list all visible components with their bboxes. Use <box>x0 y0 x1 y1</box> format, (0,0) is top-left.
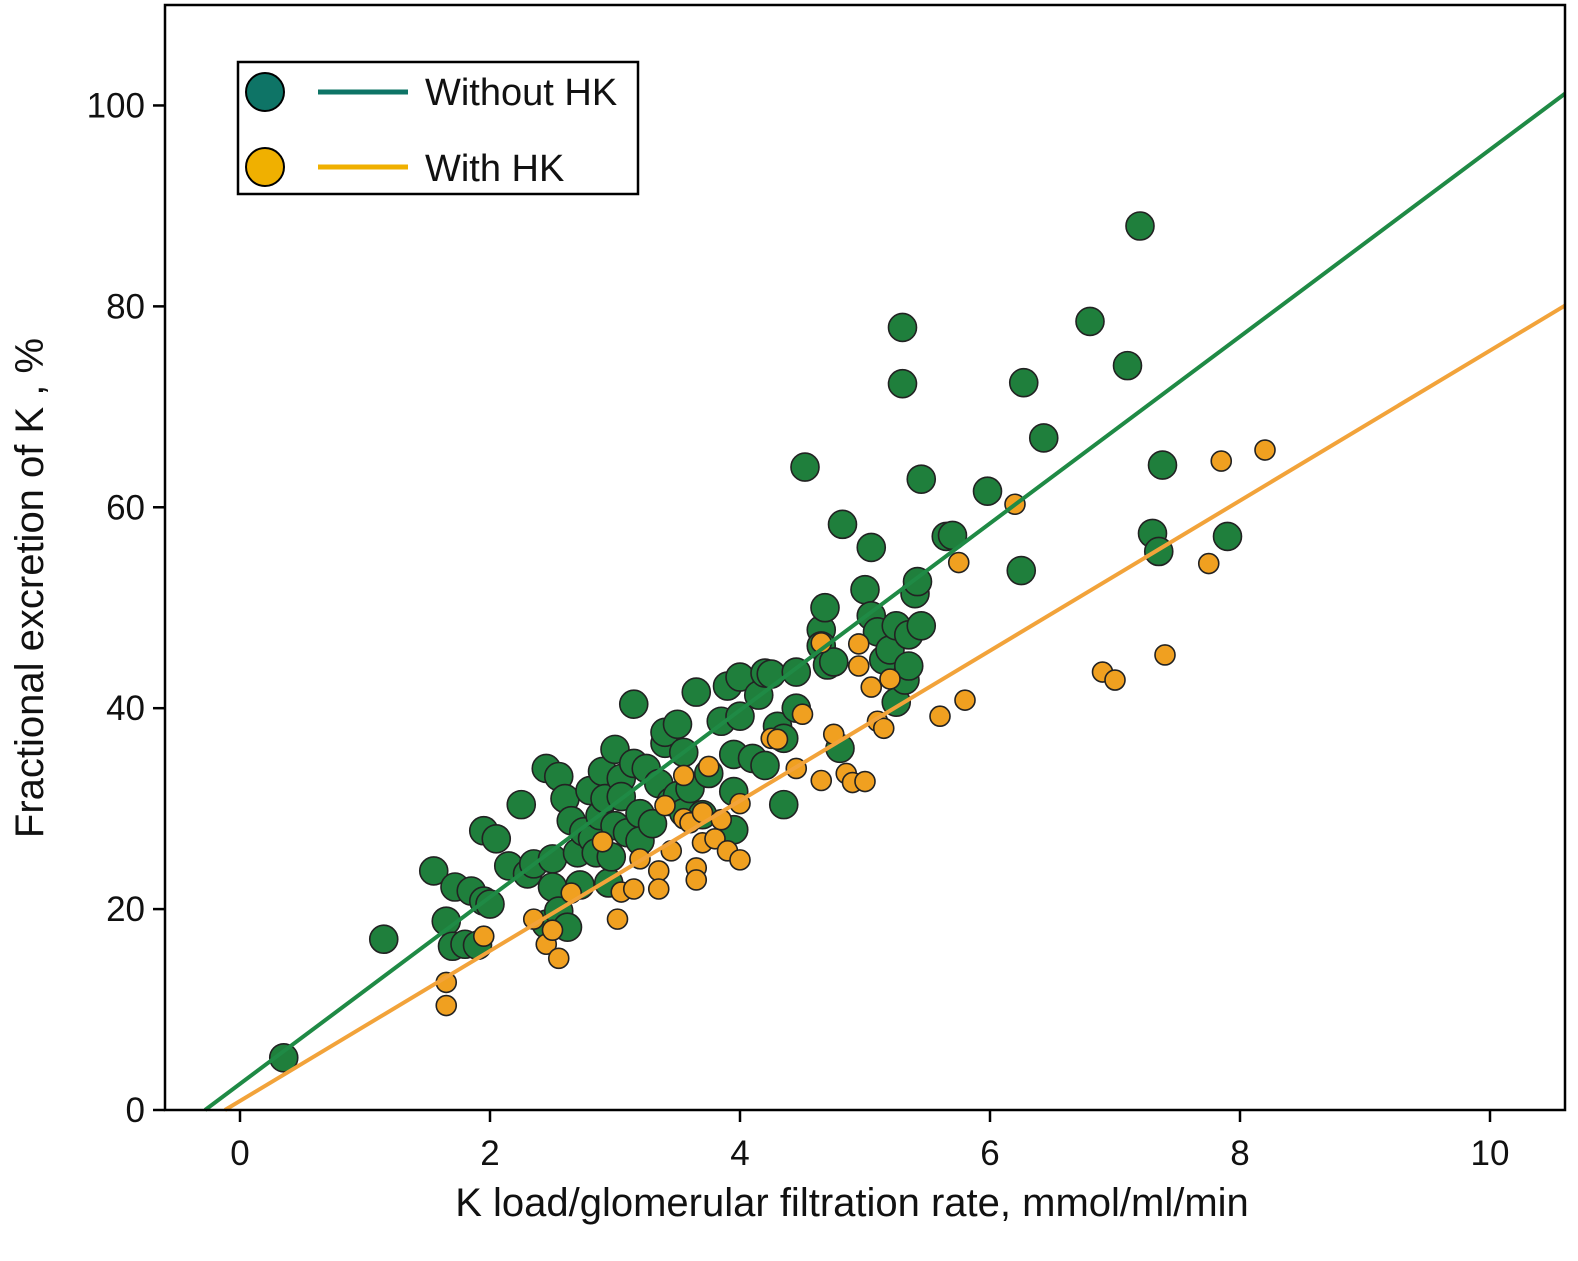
data-point-without-hk <box>475 889 505 919</box>
legend-label-with-hk: With HK <box>425 148 564 190</box>
data-point-with-hk <box>1104 669 1126 691</box>
data-point-with-hk <box>847 655 870 677</box>
data-point-without-hk <box>618 689 649 719</box>
data-point-without-hk <box>906 611 937 641</box>
y-tick-label: 20 <box>106 890 145 929</box>
legend-box <box>236 60 640 196</box>
data-point-without-hk <box>681 677 712 707</box>
data-point-with-hk <box>947 551 970 574</box>
legend-marker-without-hk <box>245 72 285 112</box>
data-point-without-hk <box>1147 450 1178 480</box>
x-tick-label: 2 <box>480 1134 499 1173</box>
x-tick-label: 4 <box>730 1134 749 1173</box>
y-axis-title: Fractional excretion of K , % <box>8 338 52 838</box>
data-point-with-hk <box>647 860 670 882</box>
data-point-with-hk <box>810 769 833 792</box>
data-point-without-hk <box>750 750 780 781</box>
data-point-with-hk <box>654 794 676 817</box>
series-layer <box>268 211 1276 1073</box>
data-point-without-hk <box>368 924 399 955</box>
y-tick-label: 100 <box>87 86 145 125</box>
data-point-without-hk <box>506 789 537 820</box>
data-point-without-hk <box>1028 423 1059 453</box>
data-point-without-hk <box>418 856 449 886</box>
data-point-with-hk <box>1254 439 1276 461</box>
y-tick-label: 40 <box>106 689 145 728</box>
data-point-with-hk <box>854 770 876 793</box>
data-point-without-hk <box>893 651 924 681</box>
y-tick-label: 80 <box>106 287 145 326</box>
data-point-without-hk <box>1112 350 1143 381</box>
data-point-without-hk <box>1212 521 1243 552</box>
y-tick-label: 60 <box>106 488 145 527</box>
data-point-with-hk <box>647 878 670 900</box>
data-point-without-hk <box>1075 306 1105 337</box>
data-point-without-hk <box>268 1042 299 1073</box>
data-point-without-hk <box>790 452 820 482</box>
data-point-without-hk <box>850 574 880 605</box>
data-point-without-hk <box>887 312 918 343</box>
data-point-without-hk <box>1008 367 1039 398</box>
data-point-with-hk <box>697 755 720 778</box>
data-point-without-hk <box>972 476 1003 507</box>
data-point-without-hk <box>768 789 799 820</box>
data-point-with-hk <box>547 947 570 970</box>
legend: Without HK With HK <box>236 60 640 196</box>
data-point-with-hk <box>622 878 645 900</box>
data-point-without-hk <box>810 592 840 623</box>
data-point-with-hk <box>1210 450 1233 472</box>
data-point-with-hk <box>879 668 901 690</box>
data-point-without-hk <box>906 464 937 494</box>
x-tick-label: 0 <box>230 1134 249 1173</box>
data-point-with-hk <box>591 830 614 853</box>
data-point-with-hk <box>1154 644 1176 666</box>
x-tick-label: 6 <box>980 1134 999 1173</box>
data-point-without-hk <box>856 532 887 563</box>
data-point-with-hk <box>685 869 708 891</box>
data-point-without-hk <box>1006 555 1037 586</box>
data-point-with-hk <box>929 705 951 728</box>
y-tick-label: 0 <box>126 1091 145 1130</box>
legend-marker-with-hk <box>245 147 285 187</box>
data-point-without-hk <box>637 808 668 839</box>
data-point-with-hk <box>606 908 629 930</box>
data-point-with-hk <box>791 703 814 726</box>
data-point-with-hk <box>541 919 564 941</box>
data-point-without-hk <box>1125 211 1155 241</box>
data-point-with-hk <box>435 994 458 1017</box>
fit-line-with-hk <box>223 303 1567 1112</box>
x-tick-label: 10 <box>1471 1134 1510 1173</box>
data-point-without-hk <box>481 823 512 854</box>
data-point-with-hk <box>472 925 495 948</box>
data-point-with-hk <box>847 633 870 655</box>
data-point-with-hk <box>872 717 895 740</box>
data-point-without-hk <box>662 709 693 740</box>
x-tick-label: 8 <box>1230 1134 1249 1173</box>
data-point-with-hk <box>766 728 789 751</box>
data-point-without-hk <box>887 368 918 399</box>
data-point-without-hk <box>827 509 858 540</box>
plot-frame <box>163 3 1567 1112</box>
data-point-without-hk <box>756 659 787 689</box>
data-point-with-hk <box>672 764 695 787</box>
data-point-without-hk <box>725 701 755 732</box>
x-axis-title: K load/glomerular filtration rate, mmol/… <box>455 1181 1249 1225</box>
data-point-with-hk <box>954 689 976 711</box>
legend-label-without-hk: Without HK <box>425 72 617 114</box>
data-point-without-hk <box>818 647 849 677</box>
fit-line-without-hk <box>203 91 1567 1112</box>
data-point-with-hk <box>860 676 883 698</box>
data-point-with-hk <box>1197 552 1220 575</box>
fit-line-layer <box>203 91 1567 1112</box>
data-point-with-hk <box>729 849 751 871</box>
